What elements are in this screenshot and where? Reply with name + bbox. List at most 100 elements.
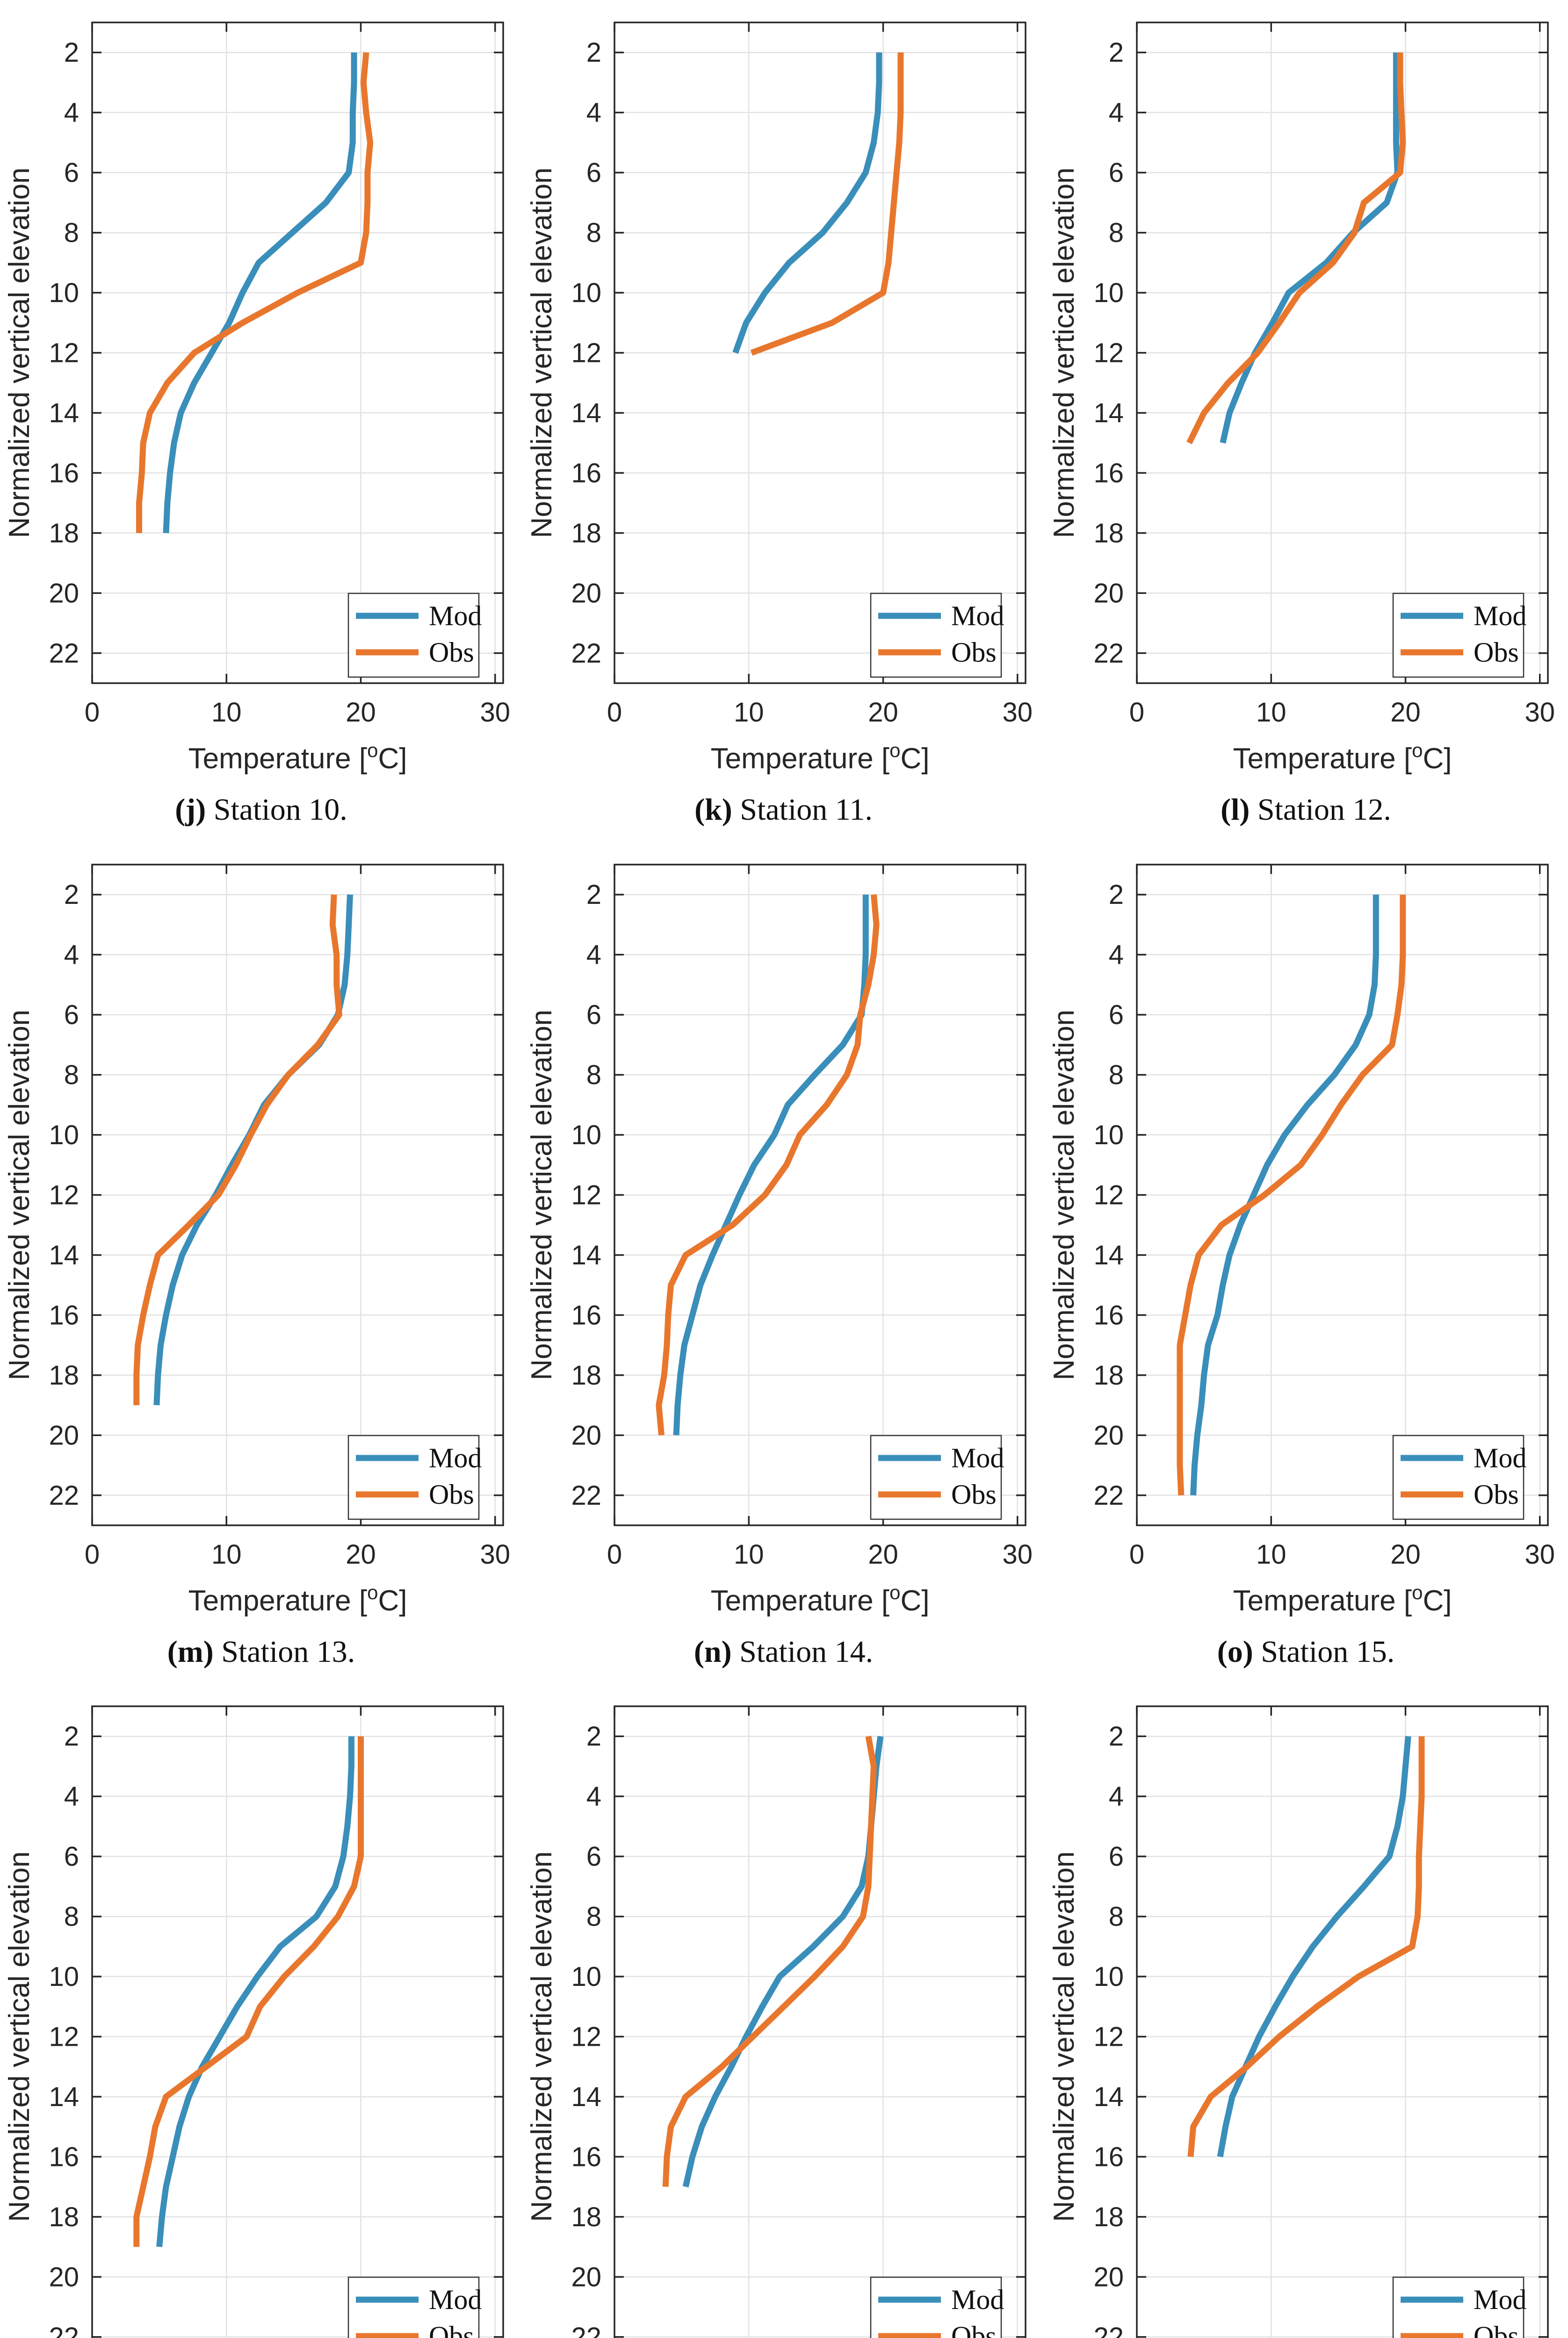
mod-line — [1190, 894, 1379, 1495]
y-tick-label: 16 — [1093, 458, 1124, 488]
panel-caption: (o) Station 15. — [1217, 1635, 1395, 1669]
y-tick-label: 6 — [64, 1000, 79, 1030]
x-axis-label: Temperature [oC] — [711, 739, 930, 775]
caption-letter: (m) — [167, 1634, 214, 1669]
caption-letter: (j) — [175, 793, 206, 827]
x-axis-label: Temperature [oC] — [1233, 739, 1452, 775]
x-tick-label: 10 — [1256, 697, 1286, 728]
legend: Mod Obs — [1392, 592, 1526, 678]
y-tick-label: 10 — [49, 278, 79, 308]
legend-box — [1392, 2276, 1525, 2338]
y-tick-label: 14 — [571, 2082, 601, 2112]
y-tick-label: 10 — [571, 1962, 601, 1992]
x-axis-label: Temperature [oC] — [188, 739, 407, 775]
x-tick-label: 20 — [868, 697, 898, 728]
caption-letter: (k) — [694, 793, 732, 827]
legend-mod-label: Mod — [951, 1443, 1004, 1473]
legend-mod-label: Mod — [429, 600, 482, 631]
x-tick-label: 0 — [85, 1539, 100, 1570]
caption-letter: (o) — [1217, 1634, 1253, 1669]
y-tick-label: 16 — [49, 2142, 79, 2172]
legend-box — [870, 1435, 1002, 1520]
y-tick-label: 14 — [49, 1240, 79, 1270]
y-tick-label: 8 — [1109, 218, 1124, 248]
y-tick-label: 14 — [1093, 2082, 1124, 2112]
legend-mod-label: Mod — [429, 2284, 482, 2315]
mod-line — [673, 894, 869, 1436]
mod-line — [156, 1736, 354, 2247]
y-tick-label: 20 — [571, 2262, 601, 2293]
y-tick-label: 20 — [1093, 578, 1124, 608]
y-tick-label: 16 — [1093, 1300, 1124, 1330]
x-axis-label: Temperature [oC] — [711, 1581, 930, 1617]
plot-box — [1136, 1705, 1549, 2338]
y-tick-label: 14 — [49, 2082, 79, 2112]
y-tick-label: 16 — [571, 1300, 601, 1330]
x-tick-label: 10 — [734, 1539, 764, 1570]
y-tick-label: 20 — [49, 2262, 79, 2293]
x-tick-label: 0 — [85, 697, 100, 728]
x-tick-label: 20 — [346, 1539, 376, 1570]
y-tick-label: 14 — [1093, 1240, 1124, 1270]
legend-obs-label: Obs — [429, 2321, 474, 2338]
legend: Mod Obs — [870, 1435, 1004, 1520]
y-tick-label: 2 — [1109, 880, 1124, 910]
y-tick-label: 2 — [586, 37, 601, 68]
y-tick-label: 14 — [49, 398, 79, 428]
caption-text: Station 12. — [1257, 793, 1391, 827]
y-tick-label: 8 — [64, 1060, 79, 1090]
y-axis-label: Normalized vertical elevation — [526, 167, 558, 538]
legend-obs-label: Obs — [429, 1479, 474, 1510]
y-tick-label: 22 — [49, 1480, 79, 1510]
obs-line — [662, 1736, 877, 2187]
panel-caption: (j) Station 10. — [175, 793, 347, 827]
y-tick-label: 2 — [1109, 1721, 1124, 1752]
x-tick-label: 30 — [1003, 697, 1033, 728]
x-tick-label: 10 — [1256, 1539, 1286, 1570]
y-tick-label: 10 — [1093, 1962, 1124, 1992]
legend-mod-label: Mod — [429, 1443, 482, 1473]
obs-line — [136, 52, 374, 533]
y-tick-label: 22 — [1093, 2322, 1124, 2338]
y-tick-label: 12 — [571, 1180, 601, 1210]
x-tick-label: 20 — [1390, 1539, 1421, 1570]
y-tick-label: 4 — [586, 939, 601, 970]
x-tick-label: 30 — [1525, 1539, 1555, 1570]
y-axis-label: Normalized vertical elevation — [3, 167, 36, 538]
y-tick-label: 6 — [586, 1000, 601, 1030]
x-axis-label-end: C] — [1423, 1585, 1452, 1617]
legend: Mod Obs — [1392, 1435, 1526, 1520]
caption-text: Station 13. — [221, 1634, 355, 1669]
x-tick-label: 30 — [1525, 697, 1555, 728]
x-axis-label-end: C] — [378, 743, 407, 775]
x-axis-label: Temperature [oC] — [188, 1581, 407, 1617]
y-tick-label: 6 — [64, 158, 79, 188]
y-tick-label: 20 — [1093, 1420, 1124, 1450]
y-tick-label: 8 — [586, 1060, 601, 1090]
mod-line — [682, 1736, 884, 2188]
x-axis-label-end: C] — [900, 743, 929, 775]
x-axis-label-end: C] — [1423, 743, 1452, 775]
y-tick-label: 20 — [49, 1420, 79, 1450]
y-tick-label: 2 — [64, 880, 79, 910]
obs-line — [656, 894, 880, 1436]
y-tick-label: 2 — [586, 880, 601, 910]
legend-obs-label: Obs — [951, 2321, 997, 2338]
y-tick-label: 20 — [571, 1420, 601, 1450]
y-tick-label: 10 — [49, 1962, 79, 1992]
x-axis-label-main: Temperature [ — [188, 1585, 368, 1617]
y-tick-label: 18 — [1093, 1360, 1124, 1390]
y-tick-label: 12 — [1093, 1180, 1124, 1210]
x-tick-label: 30 — [480, 1539, 511, 1570]
mod-line — [163, 52, 357, 534]
x-tick-label: 10 — [734, 697, 764, 728]
y-tick-label: 10 — [1093, 1120, 1124, 1150]
y-tick-label: 16 — [1093, 2142, 1124, 2172]
legend: Mod Obs — [347, 2276, 482, 2338]
y-tick-label: 18 — [49, 518, 79, 548]
y-tick-label: 22 — [1093, 1480, 1124, 1510]
y-axis-label: Normalized vertical elevation — [3, 1010, 36, 1380]
y-tick-label: 6 — [64, 1841, 79, 1872]
legend-box — [347, 2276, 480, 2338]
